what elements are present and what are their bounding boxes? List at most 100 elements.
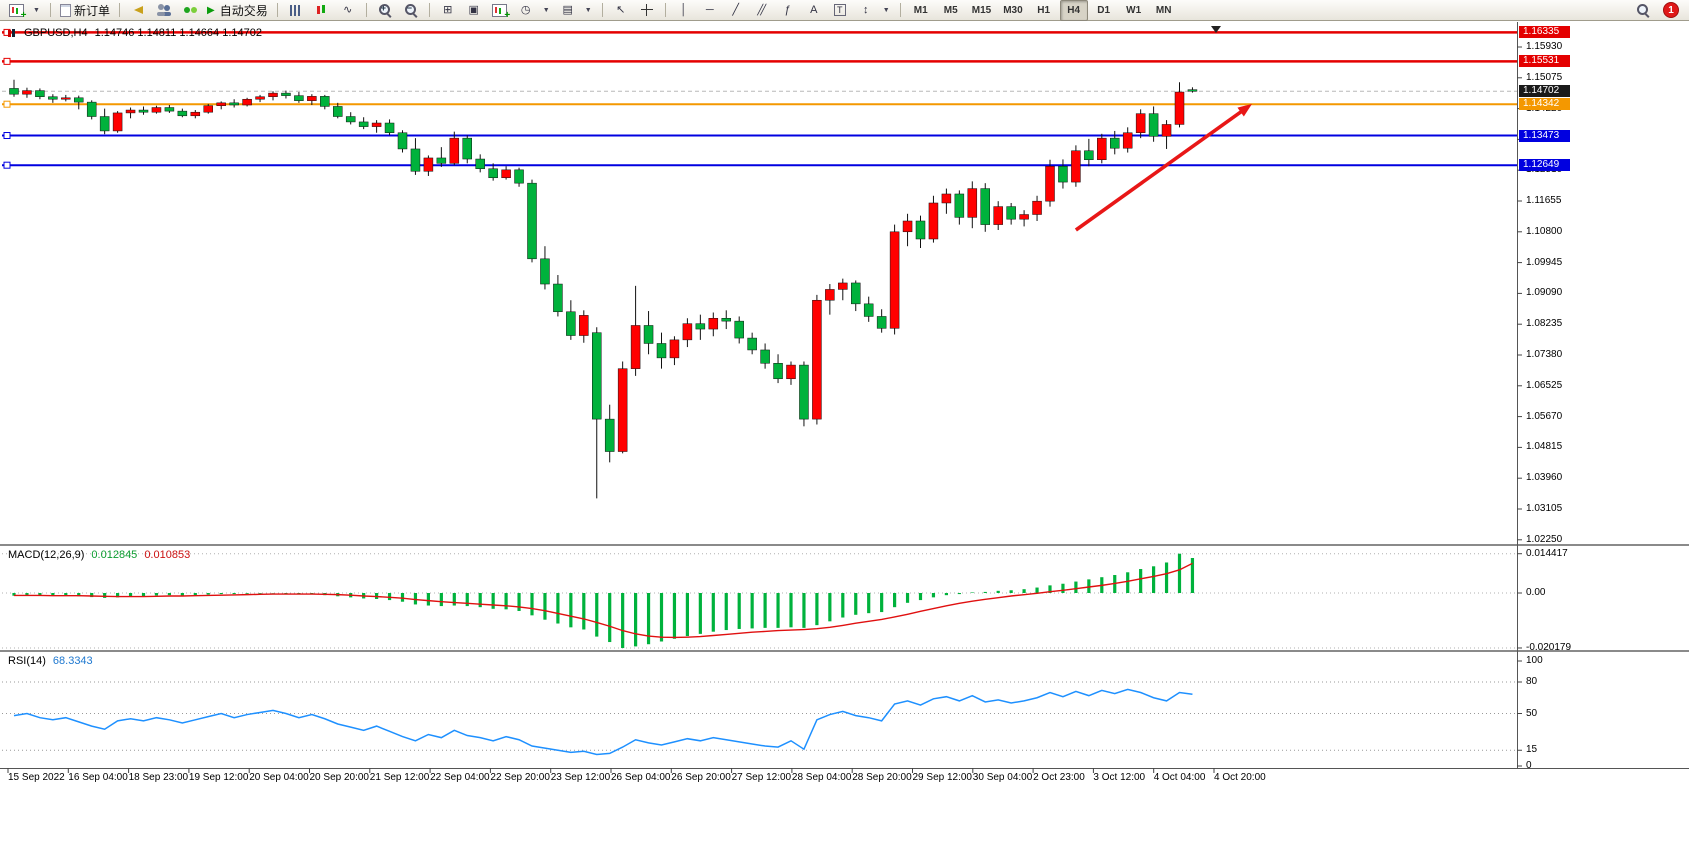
timeframe-mn[interactable]: MN bbox=[1155, 4, 1172, 16]
arrows-dropdown-caret[interactable]: ▼ bbox=[882, 6, 890, 14]
tile-windows-icon[interactable]: ⊞ bbox=[443, 3, 453, 16]
candle-body bbox=[333, 106, 343, 117]
candle-body bbox=[61, 97, 71, 100]
candle-body bbox=[967, 188, 978, 218]
zoom-out-icon[interactable]: − bbox=[399, 1, 423, 20]
candle-body bbox=[1006, 206, 1016, 220]
autotrading-button-icon: ▶ bbox=[207, 4, 215, 16]
time-axis-label: 15 Sep 2022 bbox=[8, 772, 65, 783]
time-axis[interactable]: 15 Sep 2022 16 Sep 04:00 18 Sep 23:00 19 Se… bbox=[0, 768, 1517, 790]
periods-dropdown-caret[interactable]: ▼ bbox=[542, 6, 550, 14]
crosshair-icon[interactable] bbox=[635, 1, 659, 20]
rsi-name: RSI(14) bbox=[8, 655, 46, 667]
candle-body bbox=[656, 343, 667, 359]
candle-body bbox=[1135, 113, 1146, 133]
notification-badge[interactable]: 1 bbox=[1663, 2, 1679, 18]
line-chart-icon[interactable]: ∿ bbox=[343, 3, 353, 16]
timeframe-m15[interactable]: M15 bbox=[971, 4, 992, 16]
price-axis-label: 1.03105 bbox=[1526, 502, 1563, 514]
new-chart-dropdown-caret[interactable]: ▼ bbox=[33, 6, 40, 14]
price-axis-label: 1.09945 bbox=[1526, 256, 1563, 268]
horizontal-line-icon[interactable]: ─ bbox=[705, 3, 714, 16]
hline-anchor[interactable] bbox=[3, 161, 11, 169]
autotrading-button-label: 自动交易 bbox=[219, 3, 268, 18]
candle-body bbox=[630, 325, 641, 369]
candle-body bbox=[74, 97, 84, 103]
candle-body bbox=[488, 168, 498, 179]
arrows-icon[interactable]: ↕ bbox=[862, 3, 869, 16]
announcement-icon[interactable] bbox=[126, 1, 150, 20]
new-order-button[interactable]: 新订单 bbox=[57, 1, 113, 20]
bar-chart-icon[interactable] bbox=[284, 1, 308, 20]
vertical-line-icon[interactable]: │ bbox=[680, 3, 688, 16]
time-axis-label: 2 Oct 23:00 bbox=[1033, 772, 1085, 783]
hline-anchor[interactable] bbox=[3, 100, 11, 108]
candlestick-chart-icon[interactable] bbox=[310, 1, 334, 20]
autotrading-button[interactable]: ▶ 自动交易 bbox=[204, 1, 271, 20]
price-axis-label: 1.10800 bbox=[1526, 225, 1563, 237]
text-label-icon[interactable]: T bbox=[828, 1, 852, 20]
time-axis-label: 30 Sep 04:00 bbox=[972, 772, 1033, 783]
trendline-icon[interactable]: ╱ bbox=[732, 3, 740, 16]
navigator-icon[interactable] bbox=[178, 1, 202, 20]
candle-body bbox=[281, 92, 291, 96]
candle-body bbox=[268, 92, 278, 97]
candle-body bbox=[851, 282, 861, 305]
search-icon[interactable] bbox=[1631, 1, 1655, 20]
price-axis-label: 1.15075 bbox=[1526, 71, 1563, 83]
candle-body bbox=[255, 96, 265, 100]
candles-layer[interactable] bbox=[9, 79, 1198, 499]
candle-body bbox=[358, 121, 369, 127]
timeframe-w1[interactable]: W1 bbox=[1126, 4, 1142, 16]
candle-body bbox=[138, 109, 149, 113]
candle-body bbox=[294, 95, 304, 101]
time-axis-label: 3 Oct 12:00 bbox=[1093, 772, 1146, 783]
periods-clock-icon[interactable]: ◷ bbox=[520, 3, 531, 16]
time-axis-label: 21 Sep 12:00 bbox=[369, 772, 430, 783]
time-axis-label: 22 Sep 04:00 bbox=[430, 772, 490, 783]
candle-body bbox=[1110, 137, 1120, 149]
candle-body bbox=[708, 318, 719, 330]
candle-body bbox=[514, 169, 524, 184]
zoom-in-icon[interactable]: + bbox=[373, 1, 397, 20]
arrange-windows-icon[interactable]: ▣ bbox=[468, 3, 479, 16]
timeframe-m1[interactable]: M1 bbox=[913, 4, 928, 16]
fibonacci-icon[interactable]: ƒ bbox=[784, 3, 791, 16]
templates-icon[interactable]: ▤ bbox=[562, 3, 573, 16]
time-axis-label: 28 Sep 20:00 bbox=[852, 772, 912, 783]
price-axis[interactable]: 1.159301.150751.142201.133651.125101.116… bbox=[1517, 0, 1689, 790]
candle-body bbox=[397, 132, 408, 150]
macd-histogram bbox=[12, 553, 1195, 649]
price-box: 1.14702 bbox=[1519, 85, 1570, 98]
timeframe-m30[interactable]: M30 bbox=[1003, 4, 1023, 16]
hline-objects[interactable] bbox=[2, 28, 1517, 169]
hline-anchor[interactable] bbox=[3, 57, 11, 65]
trend-arrow[interactable] bbox=[1074, 103, 1253, 232]
equidistant-channel-icon[interactable]: ╱╱ bbox=[757, 4, 766, 16]
toolbar: ▼新订单▶自动交易∿+−⊞▣◷▼▤▼↖│─╱╱╱ƒAT↕▼M1M5M15M30H… bbox=[0, 0, 1689, 21]
profiles-icon[interactable] bbox=[152, 1, 176, 20]
timeframe-d1[interactable]: D1 bbox=[1097, 4, 1111, 16]
time-axis-label: 20 Sep 04:00 bbox=[249, 772, 309, 783]
timeframe-h4[interactable]: H4 bbox=[1059, 0, 1088, 21]
candle-body bbox=[747, 337, 757, 351]
indicators-icon[interactable] bbox=[488, 1, 512, 21]
candle-body bbox=[721, 318, 731, 322]
price-axis-label: 1.09090 bbox=[1526, 287, 1563, 299]
macd-title: MACD(12,26,9) 0.012845 0.010853 bbox=[8, 549, 190, 561]
timeframe-m5[interactable]: M5 bbox=[943, 4, 958, 16]
shift-end-marker-icon[interactable] bbox=[1211, 26, 1221, 33]
cursor-icon[interactable]: ↖ bbox=[616, 3, 626, 16]
new-chart-icon[interactable] bbox=[4, 1, 28, 21]
toolbar-separator bbox=[428, 3, 430, 17]
timeframe-h1[interactable]: H1 bbox=[1037, 4, 1051, 16]
candle-body bbox=[1174, 91, 1185, 125]
candle-body bbox=[617, 368, 628, 452]
rsi-title: RSI(14) 68.3343 bbox=[8, 655, 93, 667]
hline-anchor[interactable] bbox=[3, 132, 11, 140]
price-axis-label: 1.04815 bbox=[1526, 441, 1563, 453]
text-icon[interactable]: A bbox=[810, 3, 818, 16]
templates-dropdown-caret[interactable]: ▼ bbox=[584, 6, 592, 14]
price-box: 1.16335 bbox=[1519, 26, 1570, 39]
